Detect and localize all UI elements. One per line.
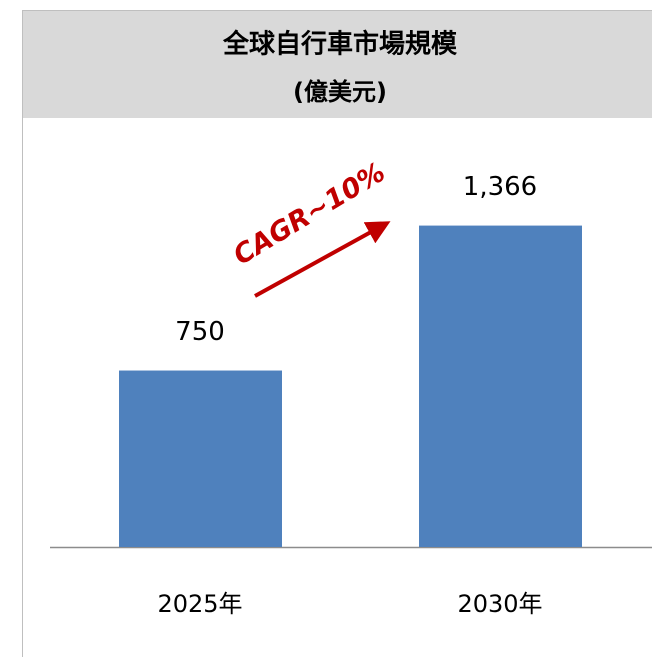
header bbox=[23, 11, 652, 118]
chart-subtitle: (億美元) bbox=[293, 78, 387, 106]
annotation-arrow bbox=[254, 221, 391, 298]
x-tick-label: 2025年 bbox=[157, 590, 242, 618]
chart-title: 全球自行車市場規模 bbox=[222, 29, 458, 60]
x-tick-label: 2030年 bbox=[457, 590, 542, 618]
value-label: 1,366 bbox=[463, 172, 537, 202]
bar bbox=[119, 370, 282, 547]
bar bbox=[419, 225, 582, 547]
value-label: 750 bbox=[175, 317, 225, 347]
